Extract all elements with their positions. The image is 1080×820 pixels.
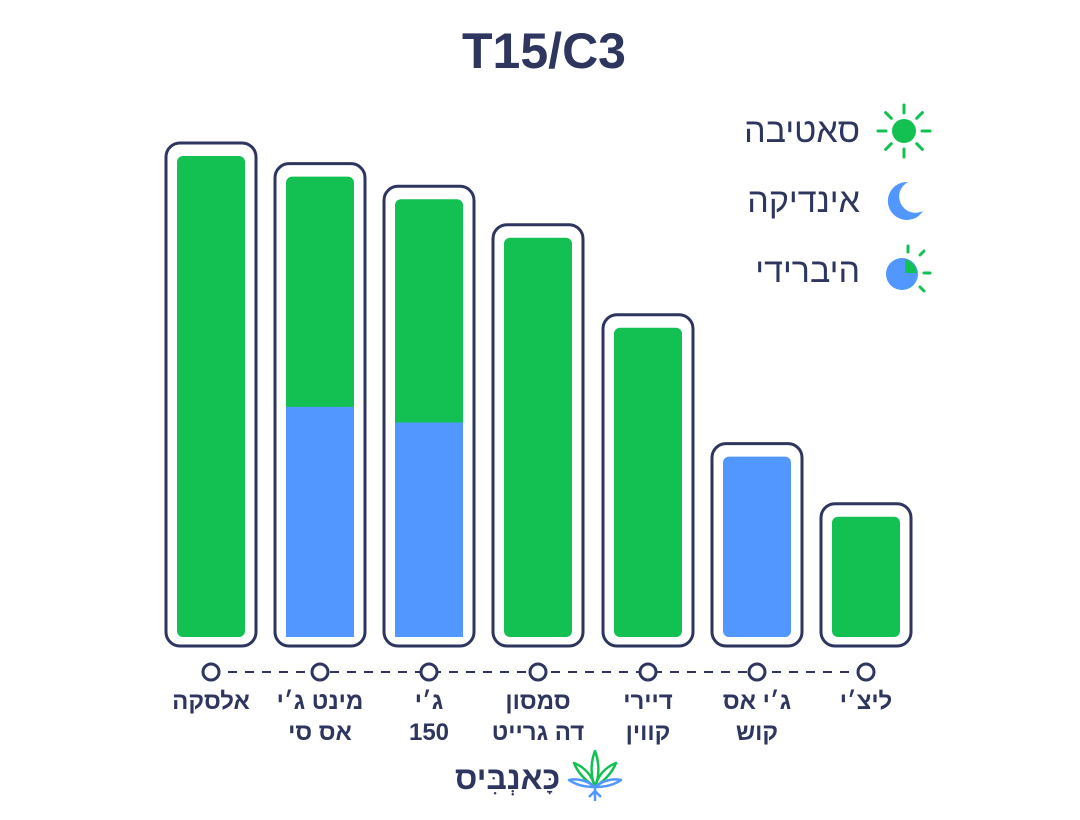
axis-tick-0 [201, 662, 221, 682]
axis-tick-2 [419, 662, 439, 682]
bar-indica-base-2 [395, 627, 463, 637]
legend-label-hybrid: היברידי [755, 251, 860, 290]
category-label-line: אלסקה [172, 688, 250, 715]
category-label-line: דה גרייט [491, 719, 585, 746]
legend-label-indica: אינדיקה [747, 181, 860, 220]
bar-indica-1 [286, 406, 354, 637]
category-label-line: קוש [735, 719, 779, 746]
category-label-0: אלסקה [146, 686, 276, 717]
category-label-line: ג׳י [414, 688, 444, 715]
category-label-line: 150 [408, 719, 450, 746]
legend: סאטיבה אינדיקה היברידי [674, 96, 934, 306]
legend-label-sativa: סאטיבה [744, 111, 860, 150]
brand-logo: כָּאנְבִּיס [455, 748, 635, 808]
sun-moon-icon [874, 241, 934, 301]
moon-icon [874, 171, 934, 231]
category-label-line: ג׳י אס [722, 688, 792, 715]
category-label-line: אס סי [288, 719, 352, 746]
axis-tick-6 [856, 662, 876, 682]
category-label-3: סמסון דה גרייט [473, 686, 603, 748]
category-label-line: קווין [625, 719, 671, 746]
axis-tick-5 [747, 662, 767, 682]
category-label-line: ליצ׳י [839, 688, 893, 715]
category-label-line: דיירי [623, 688, 673, 715]
bar-indica-base-1 [286, 627, 354, 637]
category-label-line: סמסון [505, 688, 571, 715]
axis-tick-1 [310, 662, 330, 682]
category-label-5: ג׳י אס קוש [692, 686, 822, 748]
bar-indica-5 [723, 456, 791, 637]
bar-sativa-0 [177, 156, 245, 637]
category-label-4: דיירי קווין [583, 686, 713, 748]
category-label-line: מינט ג׳י [276, 688, 364, 715]
axis-tick-3 [528, 662, 548, 682]
bar-sativa-3 [504, 237, 572, 637]
legend-item-sativa: סאטיבה [674, 96, 934, 166]
category-label-6: ליצ׳י [801, 686, 931, 717]
category-label-1: מינט ג׳י אס סי [255, 686, 385, 748]
bar-indica-2 [395, 422, 463, 637]
axis-tick-4 [638, 662, 658, 682]
category-label-2: ג׳י 150 [364, 686, 494, 748]
bar-sativa-6 [832, 516, 900, 637]
legend-item-indica: אינדיקה [674, 166, 934, 236]
cannabis-leaf-icon [566, 747, 624, 810]
sun-icon [874, 101, 934, 161]
bar-chart [164, 141, 913, 682]
brand-name: כָּאנְבִּיס [455, 759, 561, 796]
legend-item-hybrid: היברידי [674, 236, 934, 306]
chart-title: T15/C3 [462, 23, 626, 79]
bar-sativa-4 [614, 327, 682, 637]
